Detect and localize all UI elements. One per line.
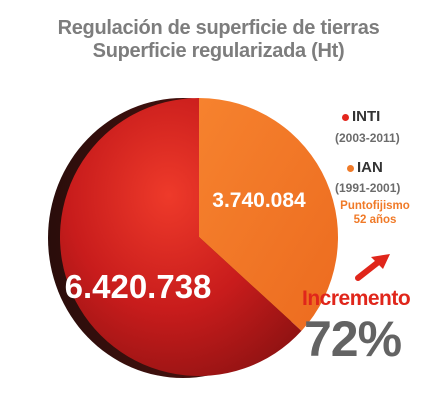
slice-value-label-inti: 6.420.738 xyxy=(65,268,212,305)
ian-note-line1: Puntofijismo xyxy=(340,200,410,212)
pie-slice-inti xyxy=(60,98,302,376)
ian-note-line2: 52 años xyxy=(353,214,397,226)
chart-subtitle: Superficie regularizada (Ht) xyxy=(92,40,345,62)
legend-period-inti: (2003-2011) xyxy=(335,131,400,145)
increase-arrow-icon xyxy=(355,254,390,281)
increase-value: 72% xyxy=(304,311,402,367)
legend-dot-ian xyxy=(347,164,354,172)
slice-value-label-ian: 3.740.084 xyxy=(212,189,306,212)
legend-label-inti: INTI xyxy=(352,108,381,125)
pie-slices xyxy=(48,98,339,378)
legend-period-ian: (1991-2001) xyxy=(335,181,401,195)
increase-label: Incremento xyxy=(302,287,411,310)
legend-label-ian: IAN xyxy=(357,159,383,176)
legend-dot-inti xyxy=(342,113,349,121)
pie-slice-ian xyxy=(199,98,339,331)
legend-item-inti: INTI xyxy=(342,108,380,125)
ian-note: Puntofijismo 52 años xyxy=(330,199,420,227)
legend-item-ian: IAN xyxy=(347,159,383,176)
chart-title: Regulación de superficie de tierras xyxy=(57,17,380,39)
